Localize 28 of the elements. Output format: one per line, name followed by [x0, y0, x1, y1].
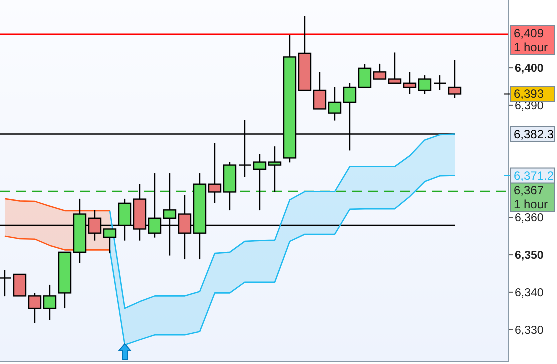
candlestick	[373, 63, 387, 80]
candlestick	[358, 64, 372, 88]
line-series	[4, 198, 111, 212]
candlestick	[313, 72, 327, 110]
line-series	[109, 134, 456, 310]
y-tick-label: 6,340	[515, 287, 544, 300]
y-tick-label: 6,400	[515, 63, 544, 76]
candlestick	[403, 72, 417, 95]
candlestick	[328, 86, 342, 122]
candlestick	[388, 52, 402, 84]
ref-line-label: 6,382.3	[514, 127, 554, 142]
ref-line-label: 6,409 1 hour	[514, 26, 548, 54]
y-tick-label: 6,330	[515, 324, 544, 337]
text: 6,371.2	[514, 168, 554, 183]
line-series	[4, 236, 111, 251]
candlestick	[103, 228, 117, 254]
candlestick	[43, 284, 57, 321]
candlestick	[418, 74, 432, 95]
candlestick	[253, 153, 267, 212]
ref-line-label: 6,367 1 hour	[514, 183, 548, 212]
candlestick	[268, 146, 282, 193]
candlestick	[28, 292, 42, 324]
y-tick-label: 6,350	[515, 250, 544, 262]
candlestick	[13, 274, 27, 297]
candlestick	[448, 60, 462, 99]
y-tick-label: 6,360	[515, 212, 544, 225]
candlestick	[208, 142, 222, 204]
text: 6,393	[514, 87, 544, 102]
